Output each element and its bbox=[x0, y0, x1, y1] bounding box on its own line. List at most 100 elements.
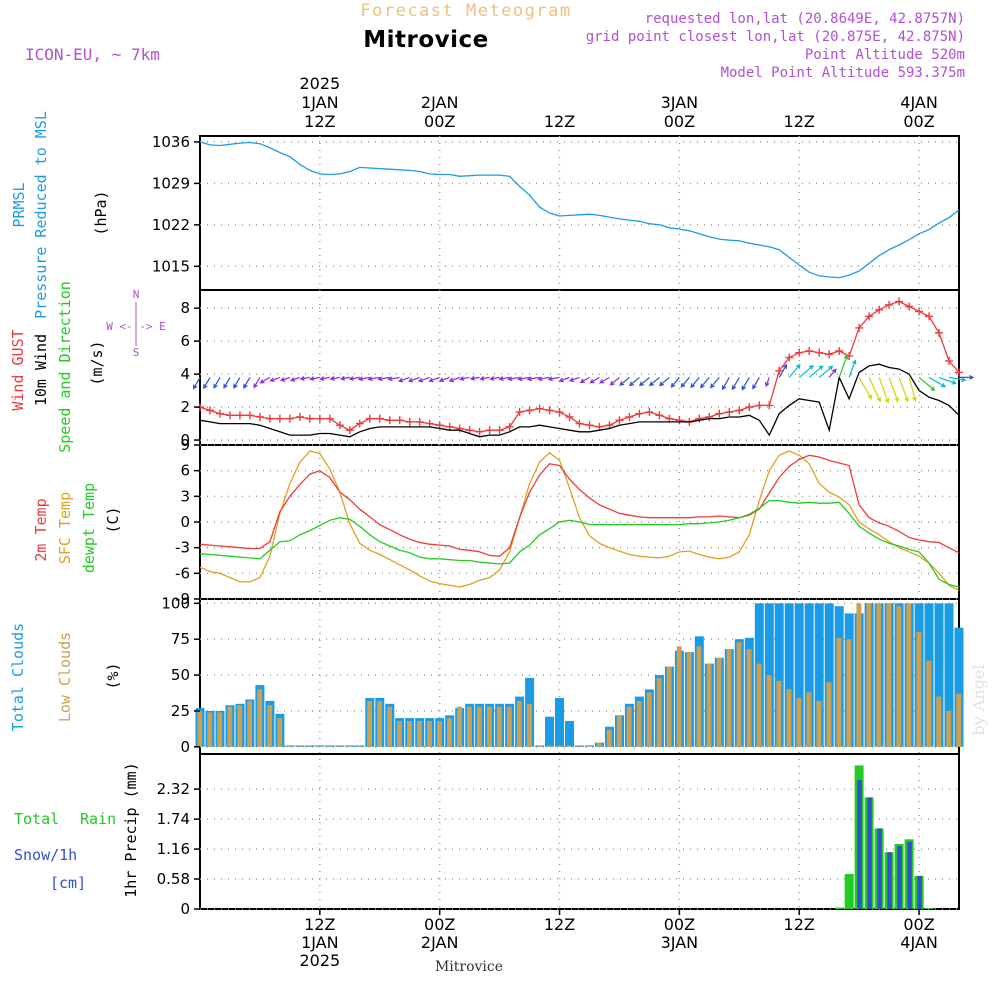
low-cloud-bar bbox=[466, 706, 472, 747]
bottom-time-label: 12Z bbox=[784, 915, 815, 934]
low-cloud-bar bbox=[267, 705, 273, 747]
low-cloud-bar bbox=[886, 603, 892, 747]
wind-arrow bbox=[721, 377, 730, 391]
wind-arrow bbox=[878, 377, 890, 404]
low-cloud-bar bbox=[706, 663, 712, 747]
ytick-label: 1036 bbox=[152, 133, 190, 151]
bottom-time-label: 2025 bbox=[299, 951, 340, 970]
gust-marker bbox=[875, 305, 884, 314]
gust-marker bbox=[255, 412, 264, 421]
low-cloud-bar bbox=[586, 745, 592, 747]
precip-axis-label: 1hr Precip (mm) bbox=[122, 762, 140, 897]
gust-marker bbox=[615, 416, 624, 425]
temp-unit: (C) bbox=[104, 506, 122, 533]
snow-bar bbox=[897, 846, 902, 909]
rain-bar bbox=[834, 907, 844, 909]
gust-marker bbox=[805, 347, 814, 356]
bottom-time-label: 4JAN bbox=[900, 933, 938, 952]
gust-marker bbox=[935, 328, 944, 337]
gust-marker bbox=[205, 406, 214, 415]
gust-marker bbox=[305, 414, 314, 423]
gust-marker bbox=[345, 426, 354, 435]
wind-arrow bbox=[959, 374, 975, 380]
wind-arrow bbox=[690, 377, 700, 389]
wind-arrow bbox=[778, 363, 788, 378]
low-cloud-bar bbox=[906, 603, 912, 747]
snow-bar bbox=[877, 828, 882, 909]
model-label: ICON-EU, ~ 7km bbox=[25, 45, 160, 64]
gust-marker bbox=[855, 323, 864, 332]
gust-marker bbox=[625, 412, 634, 421]
top-time-label: 3JAN bbox=[661, 93, 699, 112]
gust-marker bbox=[955, 368, 963, 377]
ytick-label: 75 bbox=[171, 630, 190, 648]
wind-arrow bbox=[367, 376, 380, 382]
wind-arrow bbox=[818, 365, 834, 378]
gust-marker bbox=[545, 406, 554, 415]
wind-arrow bbox=[628, 376, 640, 387]
gust-marker bbox=[655, 411, 664, 420]
ytick-label: -9 bbox=[175, 590, 190, 608]
low-cloud-bar bbox=[427, 721, 432, 747]
gust-marker bbox=[385, 416, 394, 425]
gust-marker bbox=[405, 417, 414, 426]
low-cloud-bar bbox=[476, 706, 482, 747]
panel-frame-4 bbox=[199, 753, 960, 910]
ytick-label: 6 bbox=[180, 332, 190, 350]
wind-arrow bbox=[948, 376, 967, 383]
subtitle: Forecast Meteogram bbox=[360, 1, 571, 21]
low-cloud-bar bbox=[726, 649, 732, 747]
gust-marker bbox=[355, 419, 364, 428]
gust-marker bbox=[495, 426, 504, 435]
low-cloud-bar bbox=[676, 646, 682, 747]
wind-10m-label: 10m Wind bbox=[32, 334, 50, 406]
low-cloud-bar bbox=[307, 745, 313, 747]
wind-arrow bbox=[398, 376, 410, 383]
low-cloud-bar bbox=[546, 745, 552, 747]
gust-marker bbox=[555, 408, 564, 417]
bottom-time-label: 00Z bbox=[903, 915, 934, 934]
gust-marker bbox=[585, 421, 594, 430]
page-title: Mitrovice bbox=[363, 27, 489, 53]
low-cloud-bar bbox=[696, 646, 702, 747]
wind-arrow bbox=[638, 376, 650, 387]
wind-arrow bbox=[357, 376, 370, 382]
wind-arrow bbox=[868, 377, 881, 403]
snow-bar bbox=[907, 841, 912, 909]
gust-marker bbox=[595, 422, 604, 431]
total-cloud-bar bbox=[934, 603, 944, 747]
bottom-time-label: 2JAN bbox=[421, 933, 459, 952]
ytick-label: 0 bbox=[180, 900, 190, 918]
low-cloud-bar bbox=[596, 742, 602, 747]
bottom-time-label: 00Z bbox=[424, 915, 455, 934]
ytick-label: -6 bbox=[175, 564, 190, 582]
total-cloud-bar bbox=[944, 603, 954, 747]
snow-bar bbox=[917, 875, 922, 909]
gust-marker bbox=[835, 347, 844, 356]
wind-arrow bbox=[428, 376, 440, 383]
ytick-label: 4 bbox=[180, 365, 190, 383]
low-cloud-bar bbox=[297, 745, 303, 747]
precip-rain-label: Rain bbox=[80, 810, 116, 828]
wind-arrow bbox=[290, 376, 301, 382]
low-cloud-bar bbox=[616, 715, 622, 747]
wind-arrow bbox=[479, 376, 490, 381]
wind-dir-label: Speed and Direction bbox=[56, 281, 74, 453]
gust-marker bbox=[445, 422, 454, 431]
low-cloud-bar bbox=[347, 745, 352, 747]
low-cloud-bar bbox=[277, 718, 283, 747]
total-cloud-bar bbox=[814, 603, 824, 747]
wind-arrow bbox=[408, 376, 420, 383]
wind-arrow bbox=[808, 365, 824, 378]
wind-arrow bbox=[741, 377, 750, 391]
panel-frame-0 bbox=[199, 135, 960, 291]
top-time-label: 00Z bbox=[903, 112, 934, 131]
low-cloud-bar bbox=[666, 666, 672, 747]
top-time-label: 12Z bbox=[784, 112, 815, 131]
pressure-unit: (hPa) bbox=[92, 190, 110, 235]
low-cloud-bar bbox=[227, 706, 233, 747]
wind-arrow bbox=[579, 376, 590, 384]
precip-total-label: Total bbox=[14, 810, 59, 828]
low-cloud-bar bbox=[566, 745, 572, 747]
wind-arrow bbox=[828, 368, 837, 378]
